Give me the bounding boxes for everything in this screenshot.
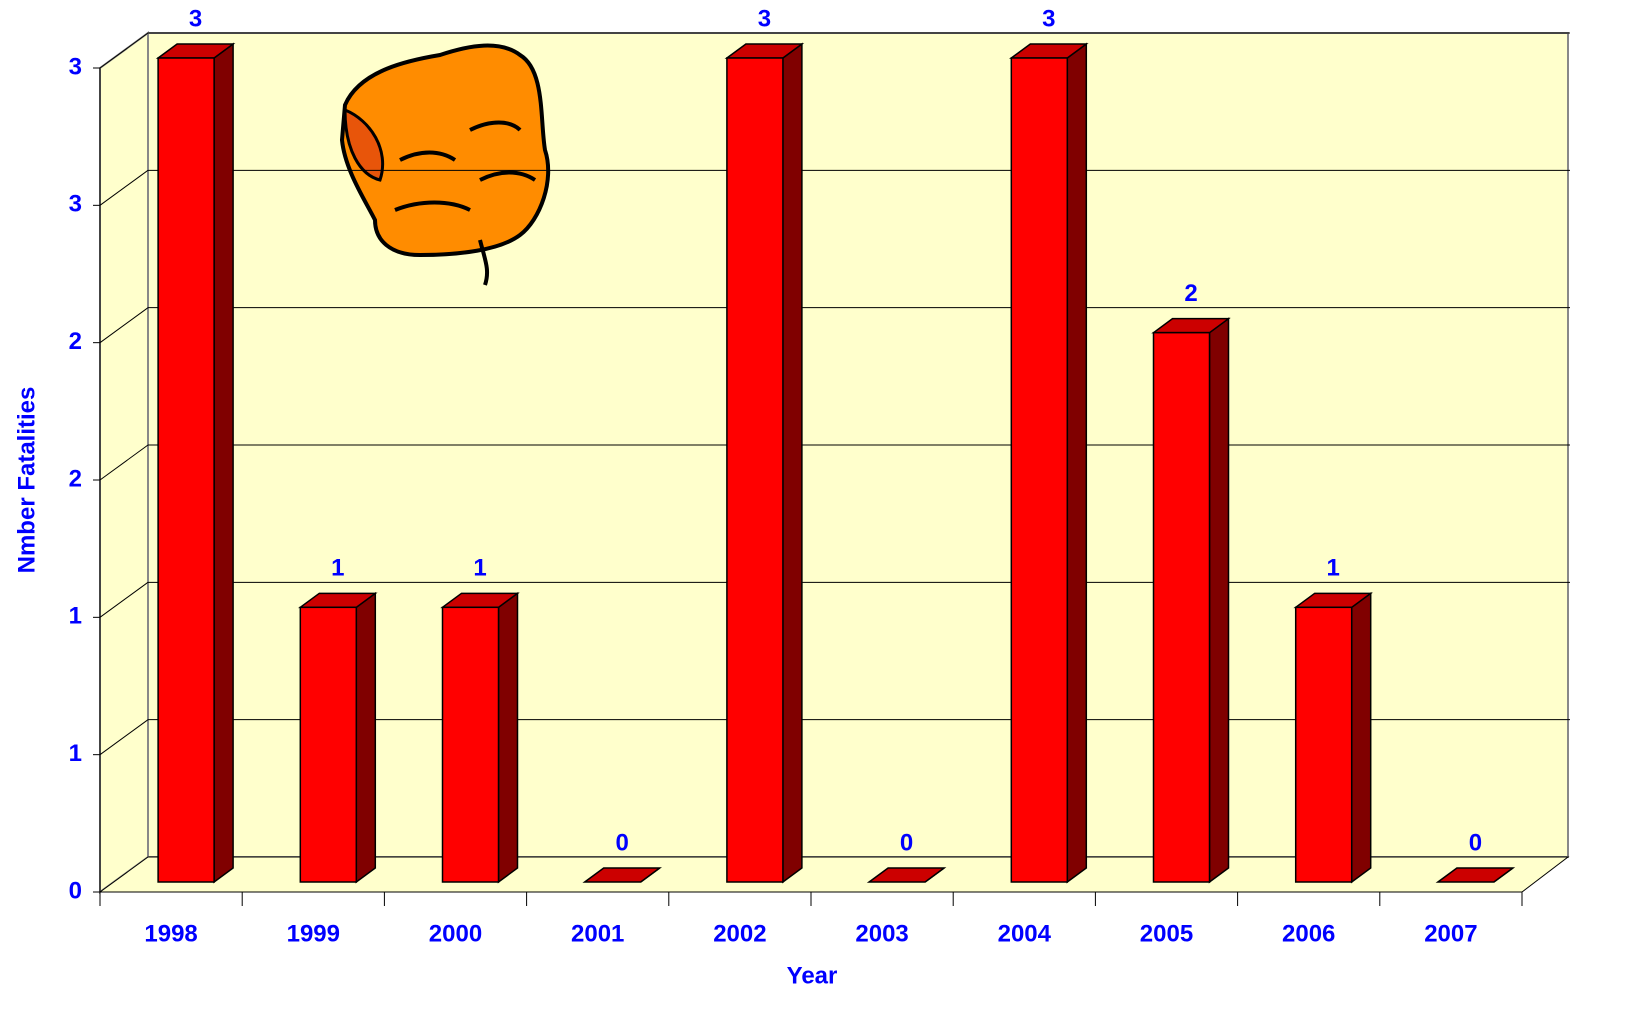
- chart: Nmber Fatalities Year 0 1 1 2 2 3 3 1998 3 1999 1 2…: [0, 0, 1629, 1034]
- data-label: 0: [900, 829, 913, 856]
- y-tick-label: 2: [69, 328, 82, 355]
- data-label: 3: [758, 5, 771, 32]
- x-tick-label: 1999: [287, 920, 340, 947]
- data-label: 1: [1327, 555, 1340, 582]
- data-label: 2: [1184, 280, 1197, 307]
- data-label: 1: [473, 555, 486, 582]
- bar-side: [499, 593, 518, 882]
- y-tick-label: 0: [69, 877, 82, 904]
- bar: [727, 58, 783, 882]
- y-tick-label: 3: [69, 53, 82, 80]
- x-tick-label: 2003: [855, 920, 908, 947]
- data-label: 3: [189, 5, 202, 32]
- x-tick-label: 2002: [713, 920, 766, 947]
- x-tick-label: 2006: [1282, 920, 1335, 947]
- bar: [300, 607, 356, 882]
- bar: [443, 607, 499, 882]
- bar-side: [783, 44, 802, 882]
- bar: [1154, 333, 1210, 882]
- bar-side: [1067, 44, 1086, 882]
- data-label: 0: [1469, 829, 1482, 856]
- x-tick-label: 2005: [1140, 920, 1193, 947]
- x-tick-label: 2004: [998, 920, 1052, 947]
- x-tick-label: 1998: [144, 920, 197, 947]
- bar-side: [1210, 319, 1229, 882]
- data-label: 3: [1042, 5, 1055, 32]
- y-tick-label: 1: [69, 603, 82, 630]
- data-label: 0: [616, 829, 629, 856]
- bar: [158, 58, 214, 882]
- x-tick-label: 2000: [429, 920, 482, 947]
- bar: [1011, 58, 1067, 882]
- bar-side: [356, 593, 375, 882]
- bar-side: [1352, 593, 1371, 882]
- y-tick-label: 2: [69, 465, 82, 492]
- x-tick-label: 2001: [571, 920, 624, 947]
- x-tick-label: 2007: [1424, 920, 1477, 947]
- data-label: 1: [331, 555, 344, 582]
- bar-side: [214, 44, 233, 882]
- x-axis-title: Year: [787, 962, 838, 989]
- y-tick-label: 3: [69, 191, 82, 218]
- bar: [1296, 607, 1352, 882]
- y-tick-label: 1: [69, 740, 82, 767]
- y-axis-title: Nmber Fatalities: [13, 387, 40, 574]
